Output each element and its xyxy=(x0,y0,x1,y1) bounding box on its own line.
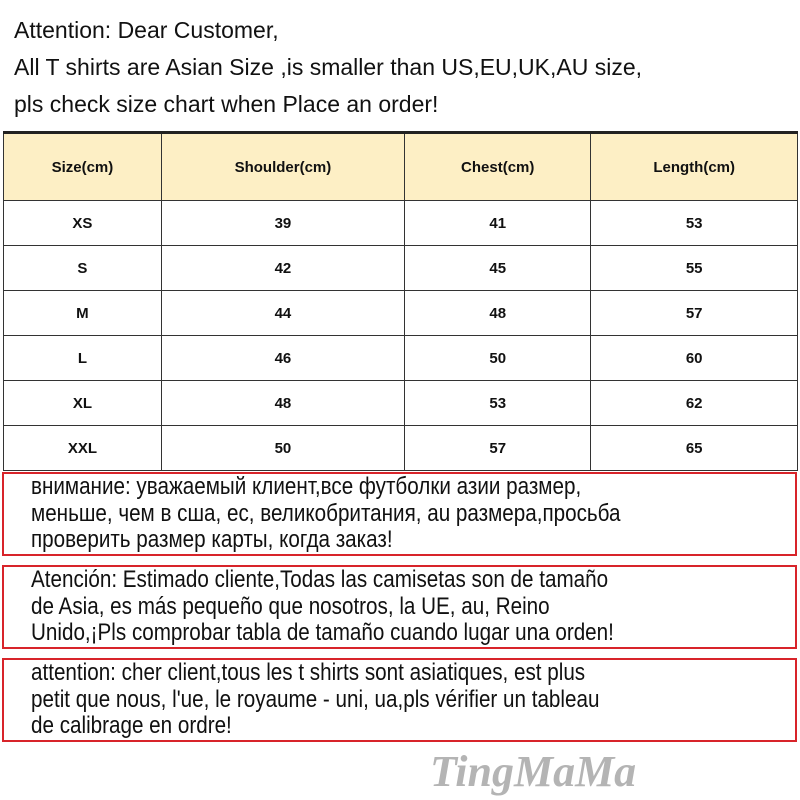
column-header: Chest(cm) xyxy=(404,131,592,201)
table-cell: 48 xyxy=(160,380,406,426)
intro-line: pls check size chart when Place an order… xyxy=(14,91,439,117)
intro-line: Attention: Dear Customer, xyxy=(14,17,279,43)
table-cell: 45 xyxy=(404,245,592,291)
notice-line: проверить размер карты, когда заказ! xyxy=(31,526,393,553)
table-row: XS 39 41 53 xyxy=(3,200,798,246)
notice-spanish: Atención: Estimado cliente,Todas las cam… xyxy=(2,565,797,649)
table-header-row: Size(cm) Shoulder(cm) Chest(cm) Length(cm) xyxy=(3,131,798,201)
table-cell: 44 xyxy=(160,290,406,336)
table-cell: 50 xyxy=(404,335,592,381)
notice-line: attention: cher client,tous les t shirts… xyxy=(31,659,586,686)
table-cell: 65 xyxy=(590,425,798,471)
table-cell: 53 xyxy=(590,200,798,246)
column-header: Shoulder(cm) xyxy=(160,131,406,201)
table-row: M 44 48 57 xyxy=(3,290,798,336)
watermark: TingMaMa xyxy=(430,747,637,796)
column-header: Length(cm) xyxy=(590,131,798,201)
table-cell: 48 xyxy=(404,290,592,336)
table-cell: 57 xyxy=(590,290,798,336)
table-cell: 50 xyxy=(160,425,406,471)
column-header: Size(cm) xyxy=(3,131,162,201)
table-cell: 42 xyxy=(160,245,406,291)
intro-line: All T shirts are Asian Size ,is smaller … xyxy=(14,54,643,80)
table-cell: 46 xyxy=(160,335,406,381)
table-row: XL 48 53 62 xyxy=(3,380,798,426)
table-cell: L xyxy=(3,335,162,381)
notice-line: Unido,¡Pls comprobar tabla de tamaño cua… xyxy=(31,619,614,646)
size-chart-table: Size(cm) Shoulder(cm) Chest(cm) Length(cm) … xyxy=(3,131,798,471)
intro-text: Attention: Dear Customer, All T shirts a… xyxy=(14,12,642,123)
notice-french: attention: cher client,tous les t shirts… xyxy=(2,658,797,742)
table-cell: M xyxy=(3,290,162,336)
notice-russian: внимание: уважаемый клиент,все футболки … xyxy=(2,472,797,556)
notice-line: de Asia, es más pequeño que nosotros, la… xyxy=(31,592,550,620)
table-row: XXL 50 57 65 xyxy=(3,425,798,471)
table-cell: 39 xyxy=(160,200,406,246)
notice-line: de calibrage en ordre! xyxy=(31,712,232,739)
notice-line: petit que nous, l'ue, le royaume - uni, … xyxy=(31,685,600,713)
table-cell: XL xyxy=(3,380,162,426)
table-row: L 46 50 60 xyxy=(3,335,798,381)
table-cell: XS xyxy=(3,200,162,246)
table-cell: S xyxy=(3,245,162,291)
table-cell: XXL xyxy=(3,425,162,471)
notice-line: меньше, чем в сша, ес, великобритания, a… xyxy=(31,499,621,527)
table-cell: 53 xyxy=(404,380,592,426)
table-cell: 41 xyxy=(404,200,592,246)
table-cell: 60 xyxy=(590,335,798,381)
table-cell: 62 xyxy=(590,380,798,426)
table-cell: 57 xyxy=(404,425,592,471)
table-row: S 42 45 55 xyxy=(3,245,798,291)
notice-line: внимание: уважаемый клиент,все футболки … xyxy=(31,473,582,500)
notice-line: Atención: Estimado cliente,Todas las cam… xyxy=(31,566,609,593)
table-cell: 55 xyxy=(590,245,798,291)
